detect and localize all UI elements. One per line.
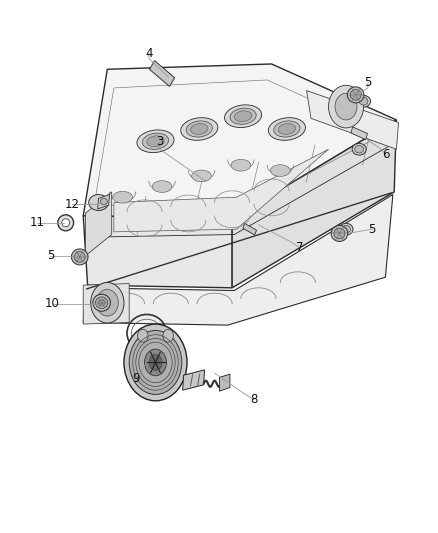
Polygon shape (83, 64, 396, 219)
Polygon shape (83, 195, 393, 325)
Polygon shape (114, 149, 328, 232)
Text: 5: 5 (364, 76, 371, 89)
Text: 3: 3 (156, 135, 163, 148)
Ellipse shape (71, 249, 88, 265)
Ellipse shape (186, 121, 212, 137)
Ellipse shape (62, 219, 70, 227)
Circle shape (91, 282, 124, 323)
Polygon shape (307, 91, 399, 149)
Circle shape (149, 354, 162, 370)
Text: 5: 5 (47, 249, 54, 262)
Polygon shape (83, 284, 129, 324)
Circle shape (145, 349, 166, 376)
Text: 7: 7 (296, 241, 304, 254)
Ellipse shape (88, 195, 109, 211)
Text: 11: 11 (30, 216, 45, 229)
Ellipse shape (58, 215, 74, 231)
Ellipse shape (225, 105, 261, 127)
Ellipse shape (113, 191, 132, 203)
Ellipse shape (357, 95, 371, 107)
Ellipse shape (181, 118, 218, 140)
Polygon shape (351, 127, 367, 140)
Ellipse shape (352, 143, 366, 155)
Polygon shape (183, 370, 205, 390)
Circle shape (328, 85, 364, 128)
Ellipse shape (152, 181, 172, 192)
Text: 6: 6 (381, 148, 389, 161)
Ellipse shape (93, 294, 110, 311)
Ellipse shape (191, 124, 208, 134)
Ellipse shape (347, 87, 364, 103)
Ellipse shape (142, 133, 169, 149)
Ellipse shape (359, 98, 368, 105)
Text: 10: 10 (45, 297, 60, 310)
Ellipse shape (268, 118, 305, 140)
Circle shape (96, 289, 118, 316)
Ellipse shape (230, 108, 256, 124)
Ellipse shape (234, 111, 252, 122)
Text: 4: 4 (145, 47, 153, 60)
Text: 9: 9 (132, 372, 140, 385)
Ellipse shape (355, 146, 364, 153)
Ellipse shape (342, 225, 350, 233)
Ellipse shape (98, 300, 105, 306)
Text: 12: 12 (65, 198, 80, 211)
Polygon shape (149, 61, 175, 86)
Ellipse shape (270, 165, 290, 176)
Ellipse shape (147, 136, 164, 147)
Ellipse shape (350, 90, 361, 100)
Ellipse shape (331, 225, 348, 241)
Polygon shape (232, 120, 396, 288)
Ellipse shape (74, 252, 85, 262)
Circle shape (335, 93, 357, 120)
Ellipse shape (100, 198, 107, 205)
Polygon shape (243, 223, 257, 235)
Circle shape (163, 329, 173, 342)
Ellipse shape (278, 124, 296, 134)
Polygon shape (98, 195, 110, 209)
Ellipse shape (274, 121, 300, 137)
Polygon shape (83, 216, 232, 288)
Ellipse shape (334, 228, 345, 239)
Text: 8: 8 (251, 393, 258, 406)
Ellipse shape (137, 130, 174, 152)
Ellipse shape (192, 170, 211, 182)
Ellipse shape (339, 223, 353, 235)
Text: 5: 5 (369, 223, 376, 236)
Circle shape (124, 324, 187, 401)
Polygon shape (219, 374, 230, 391)
Polygon shape (85, 192, 112, 256)
Ellipse shape (95, 297, 108, 309)
Circle shape (138, 329, 148, 342)
Circle shape (129, 330, 182, 394)
Ellipse shape (231, 159, 251, 171)
